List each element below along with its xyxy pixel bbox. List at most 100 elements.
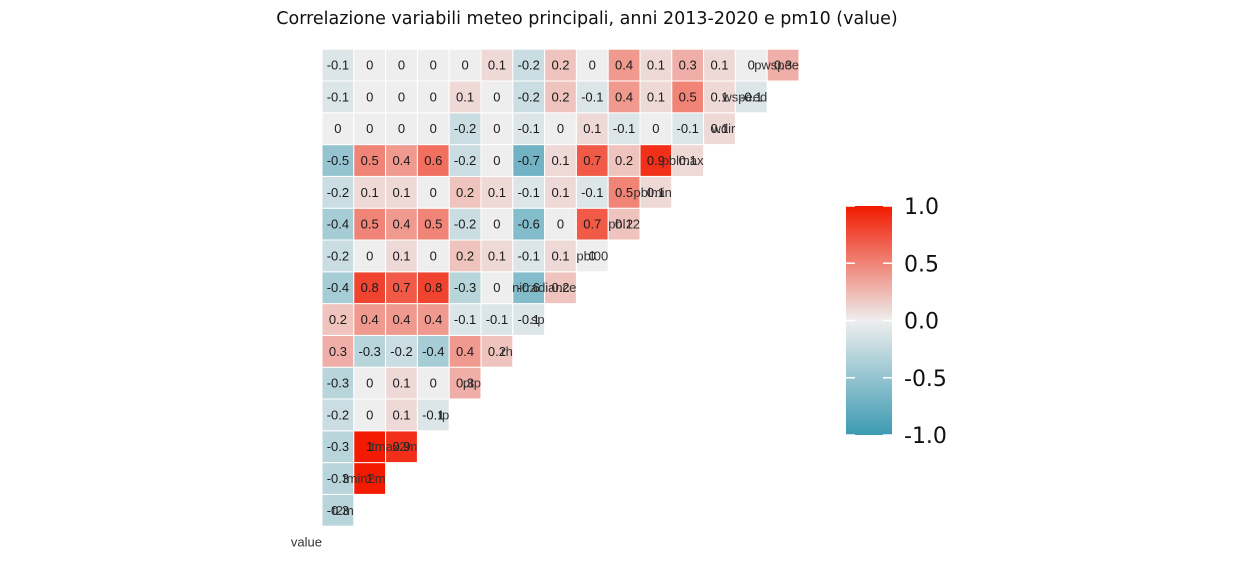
heatmap-cell	[575, 239, 609, 273]
heatmap-cell	[321, 303, 355, 336]
heatmap-cell	[385, 271, 418, 305]
heatmap-cell	[385, 80, 418, 114]
cell-value-label: 0.4	[615, 58, 633, 73]
cell-value-label: 0.7	[583, 153, 601, 168]
row-label: pwspee	[754, 58, 799, 73]
cell-value-label: 0.8	[424, 280, 442, 295]
row-label: tmax2m	[371, 439, 417, 454]
legend-tick-label: -1.0	[904, 424, 947, 449]
heatmap-cell	[353, 239, 387, 273]
heatmap-cell	[416, 48, 450, 82]
cell-value-label: 0.1	[392, 407, 410, 422]
legend-tick-label: 0.0	[904, 310, 939, 335]
cell-value-label: 0.5	[615, 185, 633, 200]
cell-value-label: 0	[430, 58, 437, 73]
cell-value-label: 0.1	[392, 376, 410, 391]
heatmap-cell	[416, 112, 450, 146]
row-label: sp	[531, 312, 545, 327]
cell-value-label: 0.2	[551, 280, 569, 295]
chart-title: Correlazione variabili meteo principali,…	[276, 9, 898, 29]
cell-value-label: 0.1	[710, 58, 728, 73]
heatmap-cell	[448, 112, 482, 146]
cell-value-label: -0.4	[422, 344, 444, 359]
cell-value-label: -0.2	[327, 185, 349, 200]
cell-value-label: -0.2	[517, 89, 539, 104]
cell-value-label: 0	[366, 407, 373, 422]
cell-value-label: -0.2	[517, 58, 539, 73]
heatmap-cell	[448, 80, 482, 114]
row-label: tp	[438, 407, 449, 422]
cell-value-label: 0.1	[679, 153, 697, 168]
heatmap-cell	[575, 48, 609, 82]
cell-value-label: 0	[398, 89, 405, 104]
cell-value-label: 0.4	[392, 153, 410, 168]
heatmap-cell	[639, 80, 673, 114]
cell-value-label: 0.5	[361, 153, 379, 168]
cell-value-label: -0.2	[327, 407, 349, 422]
heatmap-cell	[448, 334, 482, 368]
cell-value-label: -0.1	[517, 312, 539, 327]
cell-value-label: -0.1	[581, 185, 603, 200]
heatmap-cell	[385, 430, 418, 464]
cell-value-label: 0	[430, 121, 437, 136]
cell-value-label: 0.1	[551, 248, 569, 263]
cell-value-label: -0.2	[454, 153, 476, 168]
heatmap-cell	[416, 239, 450, 273]
heatmap-cell	[544, 271, 577, 305]
cell-value-label: 0.9	[392, 439, 410, 454]
row-label: wspeed	[721, 89, 767, 104]
heatmap-cell	[734, 80, 768, 114]
cell-value-label: 0.1	[456, 89, 474, 104]
heatmap-cells: -0.3 -0.3 1 -0.3 1 0.9 -0.2 0 0.1 -0.1 -0.3 0 0.1 0 0.…	[321, 48, 800, 527]
row-label: pbl00	[576, 248, 608, 263]
heatmap-cell	[353, 175, 387, 209]
heatmap-cell	[480, 48, 514, 82]
cell-value-label: -0.7	[517, 153, 539, 168]
cell-value-label: -0.3	[327, 471, 349, 486]
cell-value-label: 0	[557, 121, 564, 136]
cell-value-label: 0.3	[329, 344, 347, 359]
cell-value-label: 0.1	[392, 185, 410, 200]
heatmap-cell	[512, 144, 546, 177]
cell-value-label: 0	[430, 248, 437, 263]
cell-value-label: 0.2	[615, 153, 633, 168]
cell-value-label: 0	[652, 121, 659, 136]
cell-value-label: 0.2	[551, 58, 569, 73]
heatmap-cell	[385, 239, 418, 273]
cell-value-label: 0.2	[488, 344, 506, 359]
cell-value-label: 0.4	[392, 312, 410, 327]
cell-value-label: 0.4	[424, 312, 442, 327]
heatmap-cell	[544, 48, 577, 82]
row-labels: value t2m tmin2m tmax2m tp ptp rh sp nirradiance…	[291, 58, 799, 550]
row-label: pblmin	[634, 185, 672, 200]
cell-value-label: 0.5	[424, 217, 442, 232]
cell-value-label: -0.2	[327, 248, 349, 263]
heatmap-cell	[703, 48, 736, 82]
heatmap-cell	[607, 112, 641, 146]
cell-value-label: 0.3	[456, 376, 474, 391]
cell-value-label: -0.1	[486, 312, 508, 327]
heatmap-cell	[321, 175, 355, 209]
cell-value-label: 0.4	[392, 217, 410, 232]
heatmap-cell	[448, 366, 482, 400]
row-label: t2m	[332, 503, 354, 518]
cell-value-label: 0.4	[456, 344, 474, 359]
cell-value-label: -0.1	[676, 121, 698, 136]
cell-value-label: 0	[398, 121, 405, 136]
heatmap-cell	[480, 80, 514, 114]
cell-value-label: -0.5	[327, 153, 349, 168]
cell-value-label: -0.1	[581, 89, 603, 104]
row-label: value	[291, 535, 322, 550]
cell-value-label: 0.7	[392, 280, 410, 295]
heatmap-cell	[385, 366, 418, 400]
heatmap-cell	[607, 207, 641, 241]
cell-value-label: 0	[334, 121, 341, 136]
cell-value-label: -0.4	[327, 217, 349, 232]
cell-value-label: 0	[366, 248, 373, 263]
cell-value-label: 0.1	[647, 89, 665, 104]
cell-value-label: 0.2	[615, 217, 633, 232]
cell-value-label: 0.1	[488, 58, 506, 73]
cell-value-label: -0.1	[517, 185, 539, 200]
cell-value-label: -0.3	[454, 280, 476, 295]
heatmap-cell	[575, 175, 609, 209]
